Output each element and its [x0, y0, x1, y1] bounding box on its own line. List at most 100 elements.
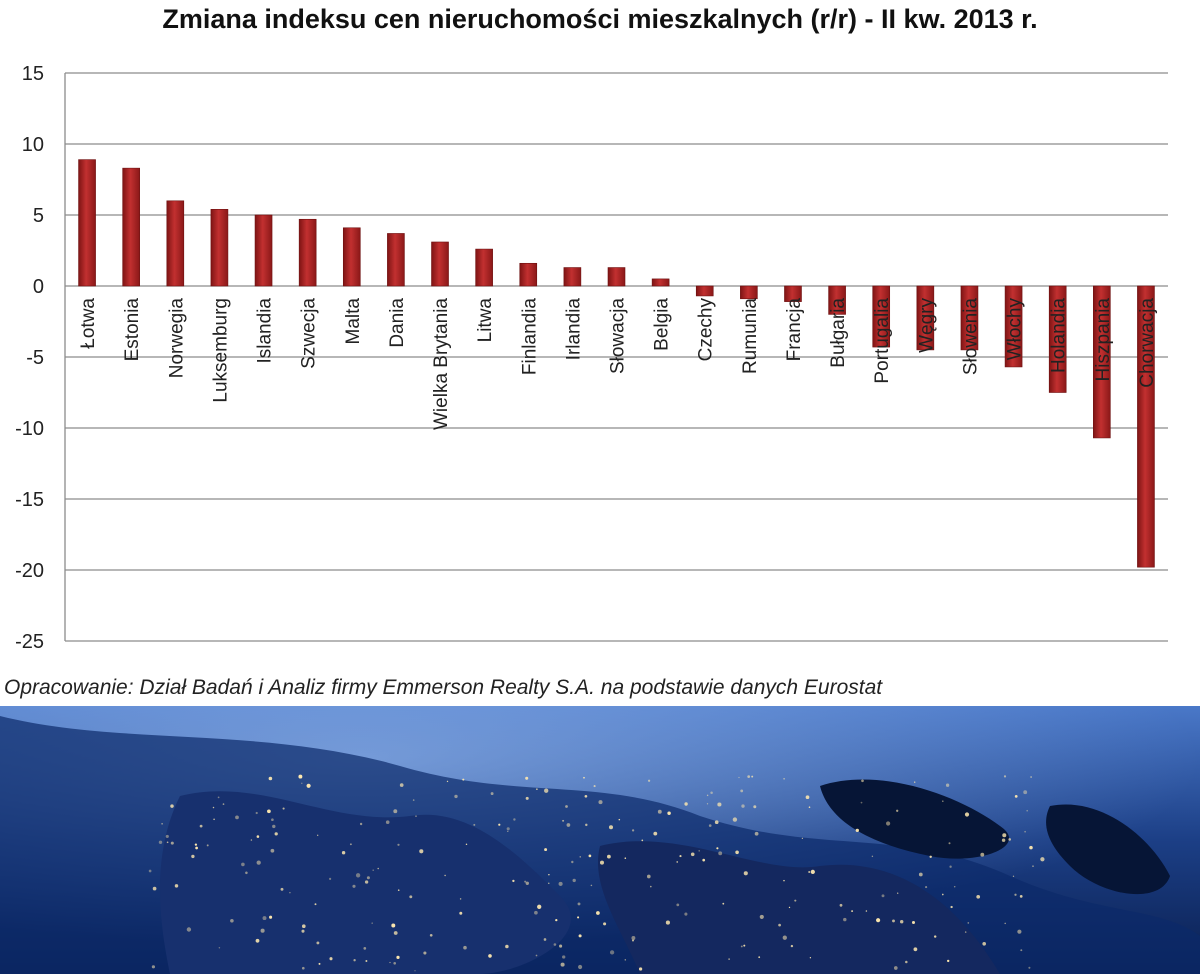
city-light — [855, 828, 859, 833]
city-light — [397, 889, 400, 892]
city-light — [843, 917, 847, 922]
city-light — [199, 824, 203, 828]
x-tick-label: Holandia — [1049, 298, 1070, 373]
city-light — [1012, 875, 1015, 877]
city-light — [415, 815, 417, 817]
city-light — [341, 851, 346, 855]
city-light — [717, 802, 722, 807]
city-light — [599, 860, 605, 865]
city-light — [217, 796, 220, 799]
city-light — [911, 920, 916, 925]
city-light — [603, 922, 607, 926]
city-light — [980, 852, 985, 857]
city-light — [624, 959, 627, 961]
city-light — [751, 775, 754, 778]
y-tick-label: 15 — [22, 63, 44, 85]
city-light — [506, 827, 510, 831]
city-light — [714, 820, 719, 825]
city-light — [372, 869, 374, 871]
city-light — [289, 891, 291, 894]
city-light — [631, 936, 636, 940]
city-light — [429, 933, 433, 937]
city-light — [352, 884, 356, 888]
city-light — [881, 894, 885, 898]
city-light — [1014, 795, 1018, 798]
city-light — [355, 873, 361, 878]
city-light — [566, 823, 571, 827]
city-light — [363, 947, 367, 950]
bar-5 — [298, 218, 317, 287]
city-light — [1026, 809, 1028, 812]
x-tick-label: Francja — [784, 298, 805, 362]
x-tick-label: Łotwa — [78, 298, 99, 349]
x-tick-label: Rumunia — [740, 298, 761, 374]
city-light — [465, 843, 468, 846]
city-light — [783, 777, 785, 780]
city-light — [913, 947, 918, 952]
city-light — [665, 920, 670, 925]
city-light — [218, 947, 221, 949]
city-light — [195, 846, 198, 850]
city-light — [684, 912, 688, 916]
city-light — [982, 942, 986, 946]
bar-23 — [1093, 285, 1111, 439]
city-light — [399, 783, 404, 787]
city-light — [690, 852, 695, 857]
x-tick-label: Malta — [343, 298, 364, 345]
city-light — [152, 886, 157, 891]
city-light — [459, 911, 463, 915]
y-tick-label: 10 — [22, 134, 44, 156]
city-light — [897, 892, 899, 894]
city-light — [174, 884, 179, 888]
city-light — [950, 905, 953, 909]
city-light — [536, 788, 538, 790]
x-tick-label: Belgia — [652, 298, 673, 351]
city-light — [301, 966, 305, 970]
bar-20 — [960, 285, 979, 351]
city-light — [676, 861, 678, 863]
city-light — [801, 837, 804, 840]
city-light — [1002, 833, 1007, 838]
city-light — [262, 916, 267, 921]
city-light — [1003, 775, 1007, 778]
city-light — [459, 898, 462, 900]
bar-4 — [254, 214, 273, 287]
city-light — [280, 887, 284, 891]
city-light — [679, 855, 682, 858]
y-axis: 15 10 5 0 -5 -10 -15 -20 -25 — [15, 63, 66, 653]
city-light — [896, 809, 899, 812]
x-tick-label: Szwecja — [299, 298, 320, 369]
city-light — [151, 965, 155, 969]
bar-2 — [166, 200, 185, 287]
city-light — [353, 959, 356, 962]
city-light — [414, 970, 416, 972]
city-light — [588, 854, 592, 858]
city-light — [543, 938, 547, 941]
city-light — [235, 815, 239, 820]
city-light — [396, 955, 400, 960]
city-light — [590, 884, 593, 887]
city-light — [488, 954, 492, 958]
city-light — [851, 910, 854, 913]
city-light — [534, 910, 538, 915]
city-light — [871, 855, 874, 858]
city-light — [560, 962, 565, 967]
city-light — [186, 927, 192, 932]
city-light — [794, 899, 797, 902]
bar-12 — [607, 267, 626, 287]
x-tick-label: Dania — [387, 298, 408, 348]
city-light — [412, 799, 415, 801]
city-light — [250, 839, 253, 841]
city-light — [525, 776, 529, 780]
x-tick-label: Węgry — [916, 298, 937, 353]
city-light — [1004, 922, 1006, 925]
city-light — [788, 906, 791, 909]
city-light — [953, 886, 956, 888]
city-light — [507, 830, 509, 832]
city-light — [555, 918, 558, 922]
city-light — [194, 843, 198, 846]
city-light — [647, 779, 651, 782]
city-light — [608, 825, 614, 830]
city-light — [535, 954, 538, 957]
city-light — [553, 943, 557, 946]
